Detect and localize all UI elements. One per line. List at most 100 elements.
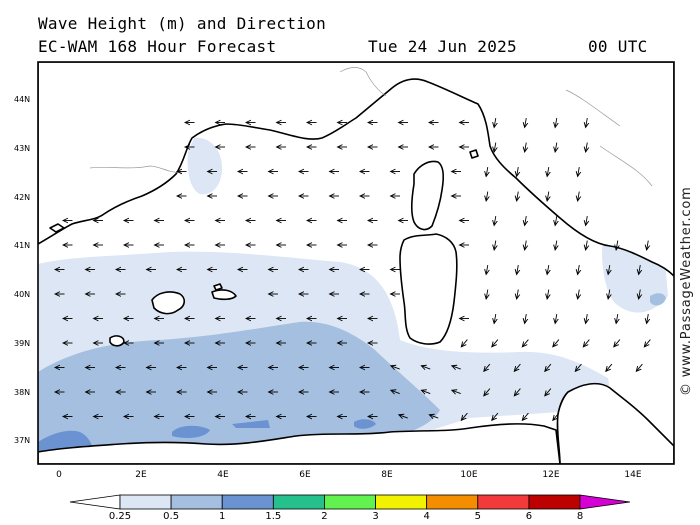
wave-arrow	[486, 166, 488, 176]
colorbar-low-arrow	[69, 494, 121, 510]
wave-arrow	[545, 388, 552, 396]
lat-label: 44N	[14, 95, 30, 104]
watermark-text: © www.PassageWeather.com	[679, 186, 694, 396]
wave-arrow	[515, 363, 521, 371]
wave-arrow	[586, 117, 588, 127]
colorbar-label: 5	[475, 511, 481, 522]
wave-arrow	[525, 215, 527, 225]
wave-arrow	[525, 240, 527, 250]
wave-arrow	[555, 240, 557, 250]
wave-arrow	[614, 339, 621, 347]
colorbar-label: 6	[526, 511, 532, 522]
wave-arrow	[523, 339, 529, 347]
coastlines	[38, 62, 674, 464]
colorbar-high-arrow	[579, 494, 631, 510]
wave-arrow	[578, 166, 580, 176]
wave-arrow	[555, 142, 557, 152]
lon-label: 0	[56, 470, 62, 480]
colorbar-segment	[272, 494, 325, 510]
wave-arrow	[639, 289, 641, 299]
map-area	[38, 62, 674, 464]
lat-label: 40N	[14, 290, 30, 299]
wave-arrow	[637, 363, 643, 371]
wave-arrow	[399, 415, 408, 418]
wave-arrow	[586, 313, 588, 323]
lon-label: 14E	[624, 470, 641, 480]
lon-label: 10E	[460, 470, 477, 480]
wave-arrow	[422, 366, 431, 369]
wave-arrow	[547, 166, 549, 176]
lat-label: 42N	[14, 193, 30, 202]
wave-arrow	[578, 191, 580, 201]
wave-arrow	[517, 191, 519, 201]
wave-arrow	[576, 363, 582, 371]
wave-arrow	[616, 313, 618, 323]
wave-arrow	[525, 117, 527, 127]
wave-arrow	[517, 166, 519, 176]
colorbar-segment	[324, 494, 376, 510]
wave-arrow	[578, 289, 580, 299]
wave-arrow	[517, 289, 519, 299]
wave-arrow	[486, 289, 488, 299]
wave-direction-arrows	[56, 117, 651, 420]
colorbar-label: 2	[321, 511, 327, 522]
colorbar-segment	[119, 494, 172, 510]
lat-label: 41N	[14, 241, 30, 250]
model-subtitle: EC-WAM 168 Hour Forecast	[38, 37, 277, 56]
wave-arrow	[639, 264, 641, 274]
wave-arrow	[586, 142, 588, 152]
wave-arrow	[545, 363, 552, 371]
wave-arrow	[391, 390, 400, 393]
wave-arrow	[555, 117, 557, 127]
wave-arrow	[515, 388, 521, 396]
wave-arrow	[494, 117, 496, 127]
colorbar-label: 8	[577, 511, 583, 522]
wave-arrow	[462, 412, 468, 420]
lon-label: 4E	[217, 470, 229, 480]
wave-arrow	[647, 313, 649, 323]
wave-arrow	[494, 313, 496, 323]
wave-arrow	[547, 264, 549, 274]
wave-arrow	[494, 215, 496, 225]
borders	[89, 67, 653, 187]
lon-label: 12E	[542, 470, 559, 480]
wave-arrow	[391, 366, 400, 369]
colorbar-label: 1	[219, 511, 225, 522]
colorbar-label: 0.5	[163, 511, 179, 522]
wave-arrow	[553, 339, 560, 347]
wave-arrow	[547, 191, 549, 201]
wave-arrow	[586, 240, 588, 250]
wave-arrow	[492, 412, 499, 420]
lat-label: 43N	[14, 144, 30, 153]
colorbar-label: 3	[372, 511, 378, 522]
wave-arrow	[492, 339, 499, 347]
lon-label: 6E	[299, 470, 311, 480]
colorbar-segment	[477, 494, 530, 510]
wave-arrow	[547, 289, 549, 299]
colorbar-label: 4	[423, 511, 429, 522]
wave-arrow	[525, 313, 527, 323]
wave-arrow	[486, 191, 488, 201]
wave-arrow	[553, 412, 560, 420]
wave-arrow	[645, 339, 651, 347]
wave-arrow	[484, 388, 491, 396]
wave-arrow	[523, 412, 529, 420]
colorbar-legend: 0.25 0.5 1 1.5 2 3 4 5 6 8	[69, 494, 631, 522]
colorbar-segment	[221, 494, 274, 510]
wave-arrow	[586, 215, 588, 225]
lon-label: 2E	[135, 470, 147, 480]
wave-arrow	[608, 264, 610, 274]
lat-label: 38N	[14, 388, 30, 397]
latitude-axis: 44N 43N 42N 41N 40N 39N 38N 37N	[14, 95, 30, 445]
wave-arrow	[555, 215, 557, 225]
wave-arrow	[452, 366, 461, 369]
wave-arrow	[647, 240, 649, 250]
lat-label: 39N	[14, 339, 30, 348]
wave-arrow	[517, 264, 519, 274]
wave-arrow	[494, 240, 496, 250]
wave-arrow	[606, 363, 613, 371]
wave-arrow	[525, 142, 527, 152]
wave-arrow	[484, 363, 491, 371]
colorbar-segment	[426, 494, 479, 510]
chart-title: Wave Height (m) and Direction	[38, 14, 327, 33]
